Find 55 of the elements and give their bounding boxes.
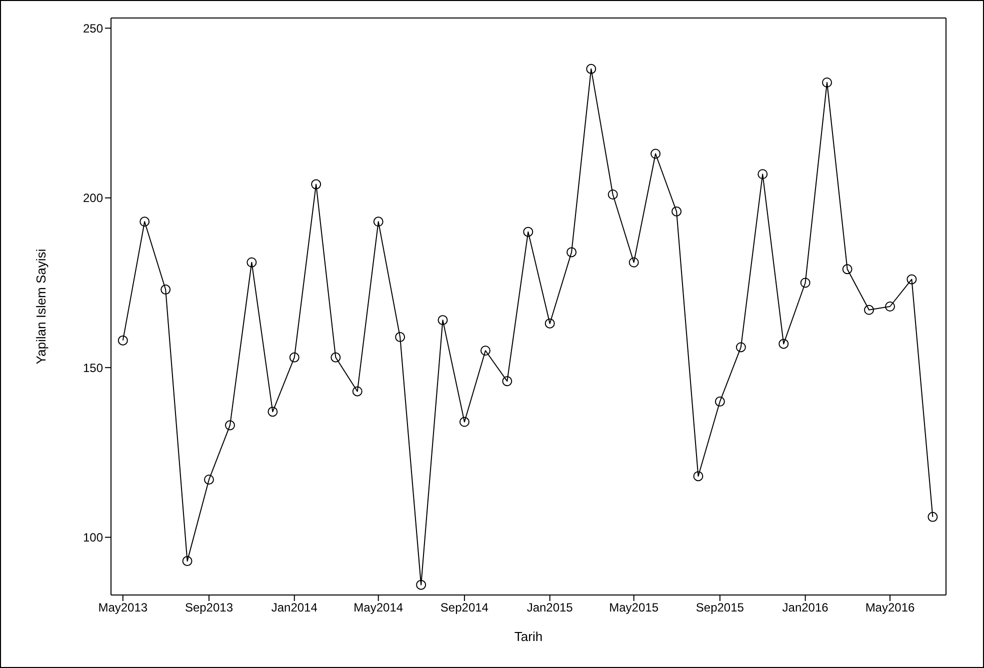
x-tick-label: May2014 — [354, 600, 404, 615]
point — [182, 556, 192, 566]
y-tick-label: 250 — [82, 21, 104, 36]
x-tick-label: Jan2015 — [526, 600, 574, 615]
point — [459, 416, 470, 427]
point — [628, 257, 639, 268]
point — [416, 580, 426, 590]
x-tick-label: Jan2016 — [782, 600, 829, 615]
point — [160, 284, 171, 295]
y-tick-label: 200 — [82, 191, 104, 206]
y-tick-label: 150 — [82, 360, 104, 375]
point — [778, 338, 789, 349]
point — [736, 342, 746, 352]
x-tick-label: Sep2013 — [184, 600, 234, 615]
point — [906, 274, 917, 284]
point — [822, 77, 832, 88]
point — [224, 420, 235, 430]
point — [268, 406, 278, 417]
point — [928, 512, 938, 522]
x-tick-label: Sep2015 — [696, 600, 744, 615]
point — [480, 346, 490, 356]
point — [842, 264, 852, 274]
y-tick-label: 100 — [82, 530, 104, 545]
point — [438, 315, 448, 326]
point — [352, 386, 362, 396]
point — [586, 64, 596, 74]
point — [714, 396, 725, 407]
point — [864, 304, 874, 315]
point — [544, 318, 555, 328]
x-tick-label: Sep2014 — [440, 600, 489, 615]
point — [311, 179, 322, 190]
point — [566, 247, 577, 258]
point — [118, 335, 128, 346]
point — [246, 257, 257, 268]
x-tick-label: Jan2014 — [271, 600, 318, 615]
x-tick-label: May2013 — [98, 600, 148, 615]
point — [885, 302, 896, 312]
point — [800, 278, 810, 288]
point — [502, 376, 512, 386]
point — [608, 189, 618, 200]
x-tick-label: May2016 — [865, 600, 916, 615]
point — [204, 474, 214, 485]
point — [523, 226, 534, 237]
x-axis-title: Tarih — [514, 629, 543, 644]
x-tick-label: May2015 — [609, 600, 659, 615]
point — [140, 216, 150, 227]
point — [693, 471, 704, 482]
point — [672, 206, 682, 216]
point — [395, 332, 406, 342]
point — [330, 352, 341, 362]
y-axis-title: Yapilan Islem Sayisi — [34, 248, 49, 364]
point — [758, 169, 768, 180]
point — [373, 216, 384, 227]
point — [650, 148, 661, 159]
point — [289, 352, 300, 362]
